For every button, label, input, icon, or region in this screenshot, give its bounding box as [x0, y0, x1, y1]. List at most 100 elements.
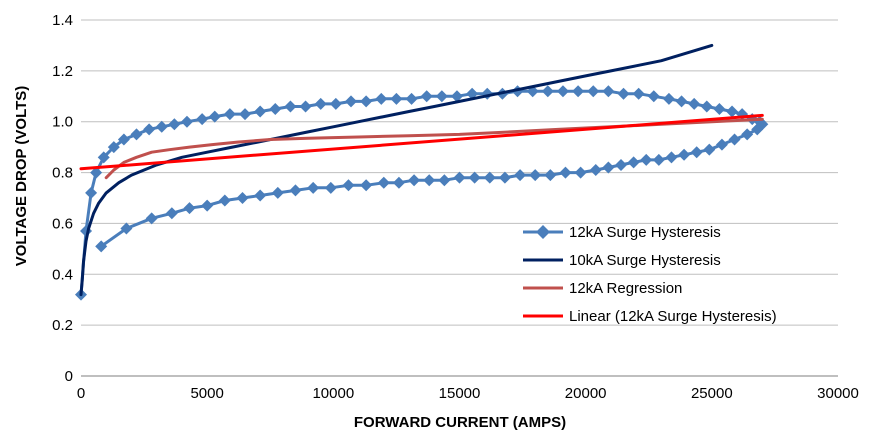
data-point	[587, 85, 600, 98]
axes: 0 0.2 0.4 0.6 0.8 1.0 1.2 1.4 0 5000 10000 15000 200…	[52, 12, 859, 402]
data-point	[130, 128, 143, 141]
data-point	[208, 110, 221, 123]
x-tick-label: 10000	[312, 385, 354, 402]
data-point	[438, 174, 451, 187]
data-point	[289, 184, 302, 197]
series-0	[75, 85, 769, 301]
legend-label: 12kA Regression	[569, 280, 682, 297]
data-point	[180, 115, 193, 128]
data-point	[703, 143, 716, 156]
data-point	[408, 174, 421, 187]
legend-label: 10kA Surge Hysteresis	[569, 252, 721, 269]
data-point	[751, 123, 764, 136]
series-3	[79, 113, 764, 171]
series-2	[104, 117, 764, 180]
data-point	[271, 186, 284, 199]
x-tick-label: 5000	[190, 385, 223, 402]
data-point	[85, 186, 98, 199]
x-tick-label: 0	[77, 385, 85, 402]
data-point	[183, 202, 196, 215]
y-tick-label: 0.4	[52, 266, 73, 283]
data-point	[360, 95, 373, 108]
data-point	[420, 90, 433, 103]
data-point	[602, 85, 615, 98]
data-point	[589, 164, 602, 177]
data-point	[678, 148, 691, 161]
data-point	[269, 103, 282, 115]
y-tick-label: 0.2	[52, 317, 73, 334]
x-axis-title: FORWARD CURRENT (AMPS)	[354, 414, 566, 431]
data-point	[574, 166, 587, 179]
data-point	[375, 92, 388, 105]
legend-item: Linear (12kA Surge Hysteresis)	[523, 308, 777, 325]
data-point	[324, 181, 337, 194]
y-tick-label: 0.8	[52, 165, 73, 182]
series-1	[79, 43, 714, 297]
data-point	[236, 192, 249, 204]
y-axis-title: VOLTAGE DROP (VOLTS)	[13, 86, 30, 267]
data-point	[435, 90, 448, 103]
data-point	[741, 128, 754, 141]
data-point	[556, 85, 569, 98]
legend-item: 10kA Surge Hysteresis	[523, 252, 721, 269]
data-point	[662, 92, 675, 105]
data-point	[284, 100, 297, 113]
series-line	[79, 113, 764, 171]
data-point	[715, 138, 728, 151]
data-point	[453, 171, 466, 184]
data-point	[201, 199, 214, 212]
data-point	[688, 97, 701, 110]
data-point	[675, 95, 688, 108]
data-point	[307, 181, 320, 194]
y-tick-label: 1.4	[52, 12, 73, 29]
data-point	[726, 105, 739, 118]
data-point	[342, 179, 355, 192]
series	[75, 43, 769, 301]
data-point	[143, 123, 156, 136]
data-point	[299, 100, 312, 113]
data-point	[168, 118, 181, 131]
data-point	[665, 151, 678, 164]
data-point	[218, 194, 231, 207]
data-point	[647, 90, 660, 103]
data-point	[239, 108, 252, 121]
data-point	[544, 169, 557, 182]
data-point	[165, 207, 178, 220]
data-point	[617, 87, 630, 100]
data-point	[713, 103, 726, 115]
data-point	[541, 85, 554, 98]
series-line	[79, 43, 714, 297]
data-point	[97, 151, 110, 164]
data-point	[529, 169, 542, 182]
data-point	[423, 174, 436, 187]
data-point	[117, 133, 130, 146]
data-point	[120, 222, 133, 235]
data-point	[405, 92, 418, 105]
data-point	[614, 158, 627, 171]
data-point	[329, 97, 342, 110]
data-point	[700, 100, 713, 113]
data-point	[90, 166, 103, 179]
data-point	[254, 189, 267, 202]
data-point	[450, 90, 463, 103]
legend-label: Linear (12kA Surge Hysteresis)	[569, 308, 777, 325]
data-point	[196, 113, 209, 126]
y-tick-label: 0	[65, 368, 73, 385]
x-tick-label: 15000	[439, 385, 481, 402]
legend: 12kA Surge Hysteresis 10kA Surge Hysteres…	[523, 224, 777, 325]
data-point	[360, 179, 373, 192]
legend-item: 12kA Surge Hysteresis	[523, 224, 721, 241]
gridlines	[81, 19, 838, 326]
legend-label: 12kA Surge Hysteresis	[569, 224, 721, 241]
y-tick-label: 1.0	[52, 114, 73, 131]
data-point	[254, 105, 267, 118]
x-tick-label: 30000	[817, 385, 859, 402]
x-tick-label: 25000	[691, 385, 733, 402]
data-point	[468, 171, 481, 184]
x-tick-label: 20000	[565, 385, 607, 402]
data-point	[483, 171, 496, 184]
data-point	[602, 161, 615, 174]
y-tick-label: 1.2	[52, 63, 73, 80]
